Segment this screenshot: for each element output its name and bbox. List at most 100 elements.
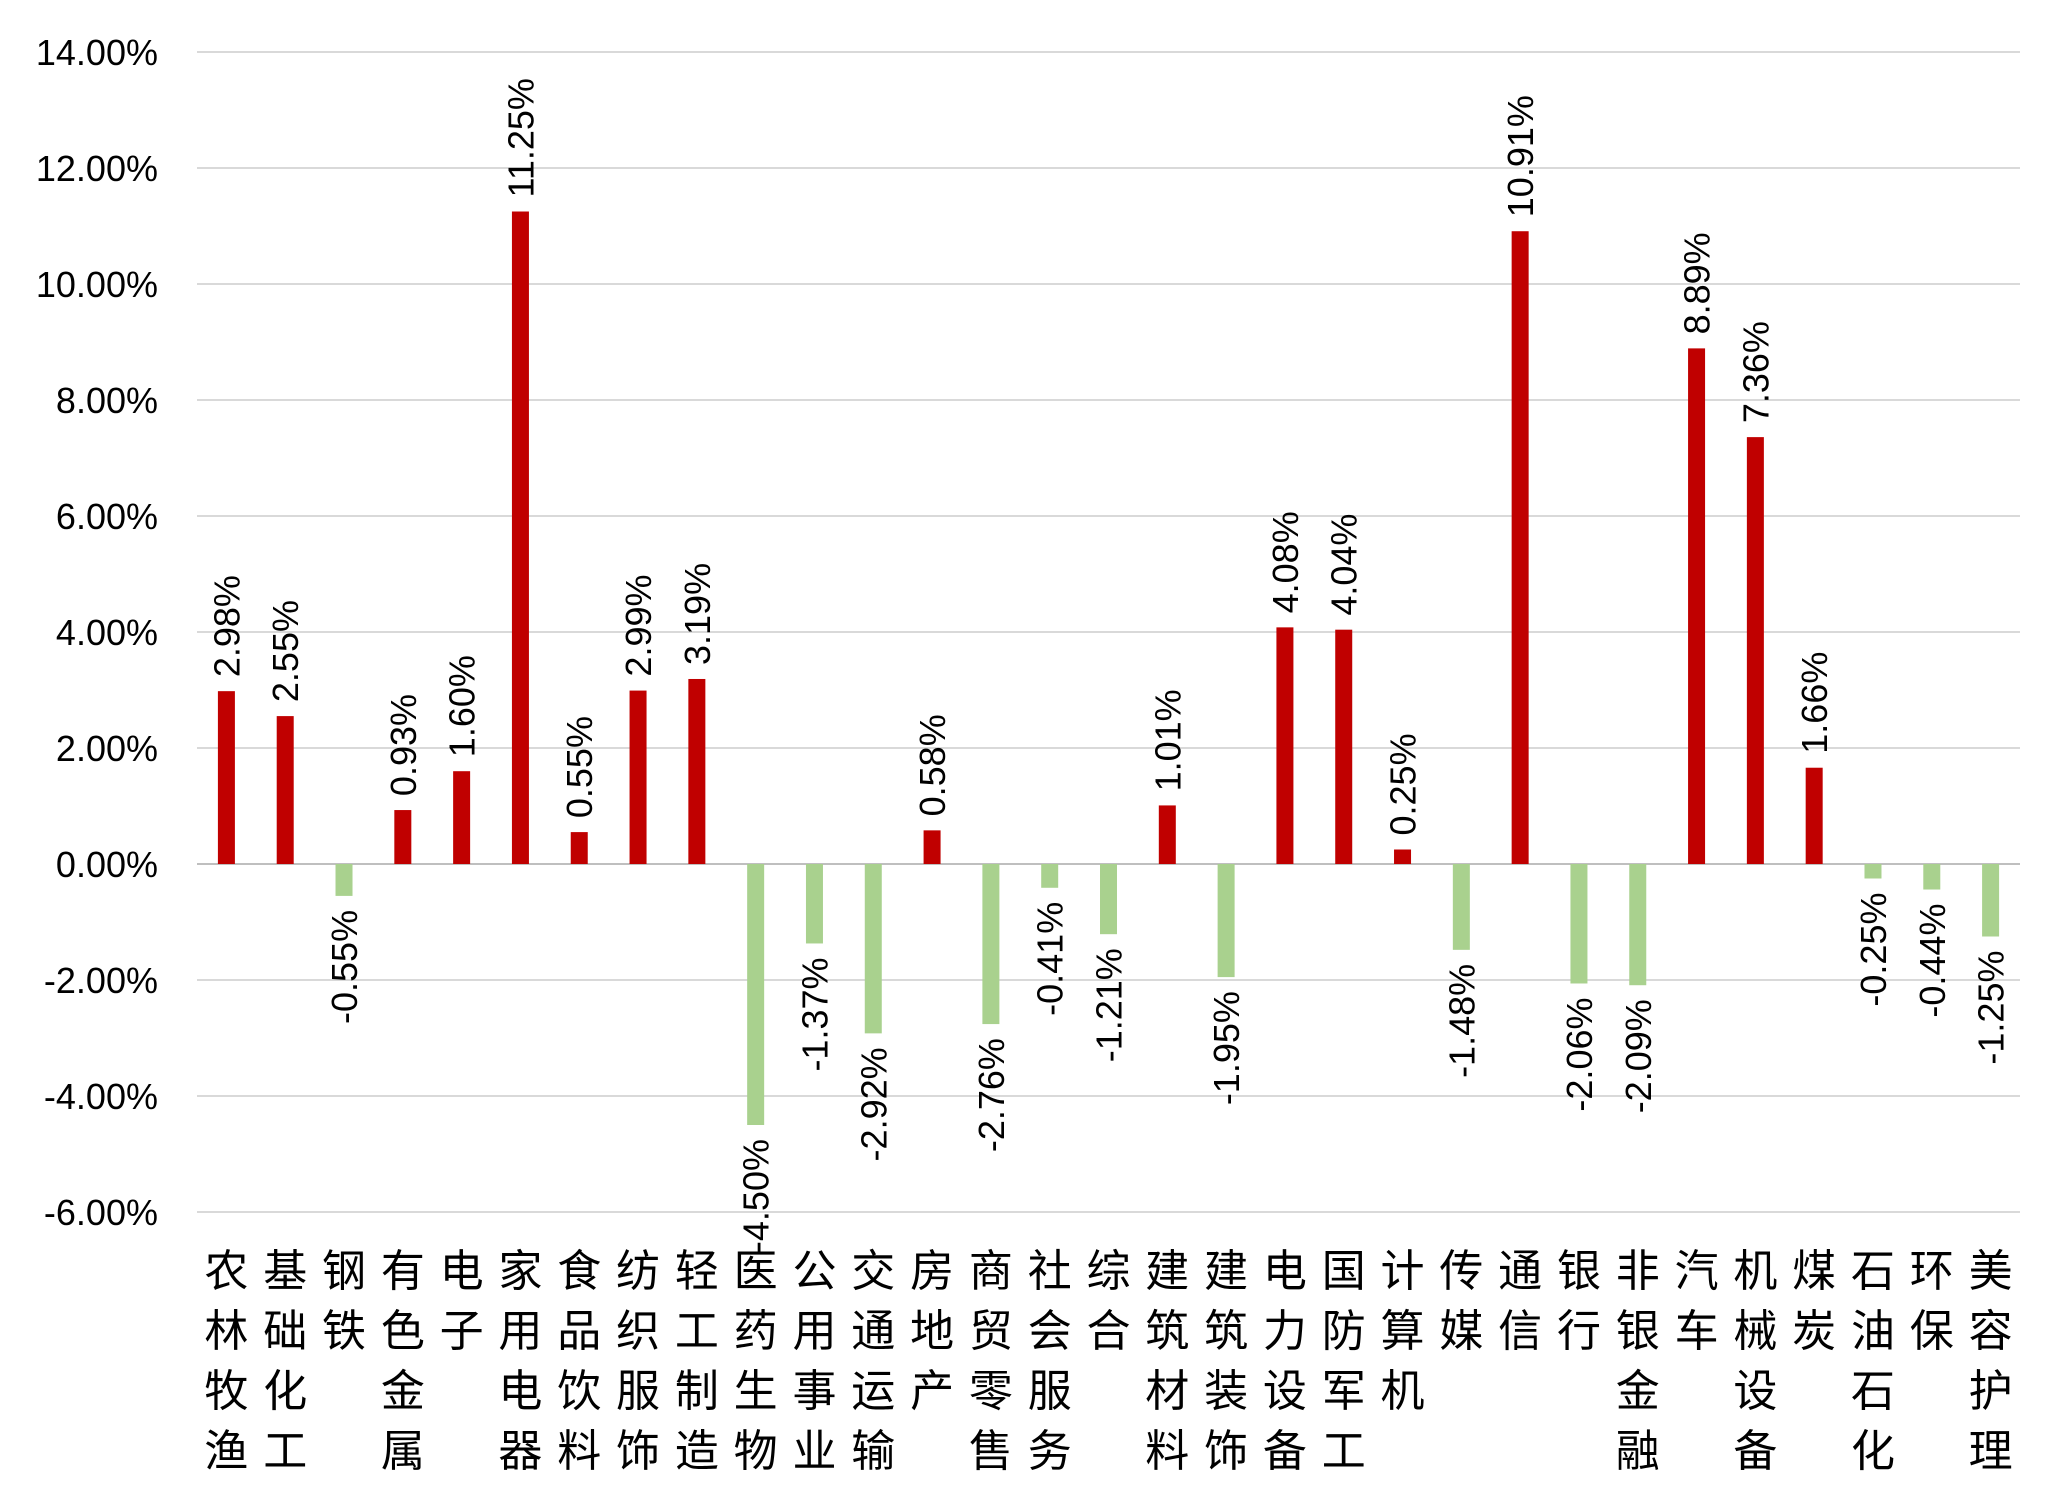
bars: [217, 211, 2000, 1125]
data-label: -0.25%: [1853, 893, 1894, 1007]
category-label-char: 算: [1381, 1306, 1425, 1357]
category-label-char: 交: [851, 1246, 895, 1297]
category-label-char: 机: [1381, 1366, 1425, 1417]
category-label-char: 建: [1204, 1246, 1248, 1297]
data-label: 10.91%: [1500, 95, 1541, 217]
category-label: 环保: [1910, 1246, 1954, 1357]
data-label: 0.25%: [1383, 733, 1424, 835]
category-label-char: 石: [1851, 1366, 1895, 1417]
y-tick-label: 10.00%: [36, 264, 158, 305]
y-tick-label: 4.00%: [56, 612, 158, 653]
category-label-char: 零: [969, 1366, 1013, 1417]
category-label-char: 牧: [204, 1366, 248, 1417]
data-label: -1.48%: [1441, 964, 1482, 1078]
category-label-char: 公: [792, 1246, 836, 1297]
data-label: -0.55%: [324, 910, 365, 1024]
bar: [1452, 864, 1470, 950]
data-label: -2.06%: [1559, 997, 1600, 1111]
data-label: -1.25%: [1971, 950, 2012, 1064]
category-label: 传媒: [1439, 1246, 1483, 1357]
category-label-char: 服: [616, 1366, 660, 1417]
category-label-char: 环: [1910, 1246, 1954, 1297]
bar: [394, 810, 412, 864]
category-label-char: 信: [1498, 1306, 1542, 1357]
category-label-char: 料: [1145, 1426, 1189, 1477]
category-label-char: 运: [851, 1366, 895, 1417]
bar: [1982, 864, 2000, 937]
category-label-char: 车: [1675, 1306, 1719, 1357]
category-label-char: 输: [851, 1426, 895, 1477]
category-label-char: 食: [557, 1246, 601, 1297]
data-label: -2.76%: [971, 1038, 1012, 1152]
category-label-char: 防: [1322, 1306, 1366, 1357]
data-label: 1.01%: [1147, 689, 1188, 791]
bar: [1746, 437, 1764, 864]
bar: [747, 864, 765, 1125]
category-label-char: 容: [1969, 1306, 2013, 1357]
y-axis-tick-labels: 14.00% 12.00% 10.00% 8.00% 6.00% 4.00% 2.00% 0.…: [36, 32, 158, 1233]
bar: [1041, 864, 1059, 888]
category-label-char: 贸: [969, 1306, 1013, 1357]
data-label: 2.99%: [618, 575, 659, 677]
category-label-char: 金: [381, 1366, 425, 1417]
category-label: 房地产: [910, 1246, 954, 1417]
category-label-char: 用: [498, 1306, 542, 1357]
category-label-char: 家: [498, 1246, 542, 1297]
category-label-char: 石: [1851, 1246, 1895, 1297]
category-label-char: 电: [498, 1366, 542, 1417]
category-label-char: 服: [1028, 1366, 1072, 1417]
data-label: -2.09%: [1618, 999, 1659, 1113]
category-label-char: 合: [1087, 1306, 1131, 1357]
bar: [805, 864, 823, 944]
category-label-char: 房: [910, 1246, 954, 1297]
category-label-char: 业: [792, 1426, 836, 1477]
data-label: 11.25%: [500, 78, 541, 197]
category-label-char: 子: [440, 1306, 484, 1357]
category-label-char: 铁: [322, 1306, 366, 1357]
bar: [864, 864, 882, 1034]
y-tick-label: 14.00%: [36, 32, 158, 73]
bar: [1335, 629, 1353, 864]
category-label-char: 非: [1616, 1246, 1660, 1297]
category-label-char: 械: [1733, 1306, 1777, 1357]
category-label-char: 物: [734, 1426, 778, 1477]
category-label-char: 机: [1733, 1246, 1777, 1297]
category-label-char: 料: [557, 1426, 601, 1477]
data-labels: 2.98% 2.55% -0.55% 0.93% 1.60% 11.25% 0.55% 2.9…: [206, 78, 2011, 1253]
category-label-char: 基: [263, 1246, 307, 1297]
data-label: 1.66%: [1794, 652, 1835, 754]
bar: [923, 830, 941, 864]
y-tick-label: 0.00%: [56, 844, 158, 885]
category-label-char: 器: [498, 1426, 542, 1477]
category-label-char: 油: [1851, 1306, 1895, 1357]
category-label-char: 有: [381, 1246, 425, 1297]
category-label: 煤炭: [1792, 1246, 1836, 1357]
category-label-char: 林: [204, 1306, 248, 1357]
category-label-char: 金: [1616, 1366, 1660, 1417]
bar: [1217, 864, 1235, 978]
y-tick-label: -6.00%: [44, 1192, 158, 1233]
data-label: -0.44%: [1912, 904, 1953, 1018]
bar: [1688, 348, 1706, 864]
category-label-char: 属: [381, 1426, 425, 1477]
category-label: 通信: [1498, 1246, 1542, 1357]
bar: [629, 690, 647, 864]
category-label-char: 医: [734, 1246, 778, 1297]
data-label: 4.08%: [1265, 511, 1306, 613]
category-label-char: 筑: [1145, 1306, 1189, 1357]
bar: [1100, 864, 1117, 935]
category-label-char: 电: [440, 1246, 484, 1297]
category-label-char: 装: [1204, 1366, 1248, 1417]
category-label-char: 售: [969, 1426, 1013, 1477]
gridlines: [197, 51, 2020, 1213]
data-label: 1.60%: [442, 655, 483, 757]
